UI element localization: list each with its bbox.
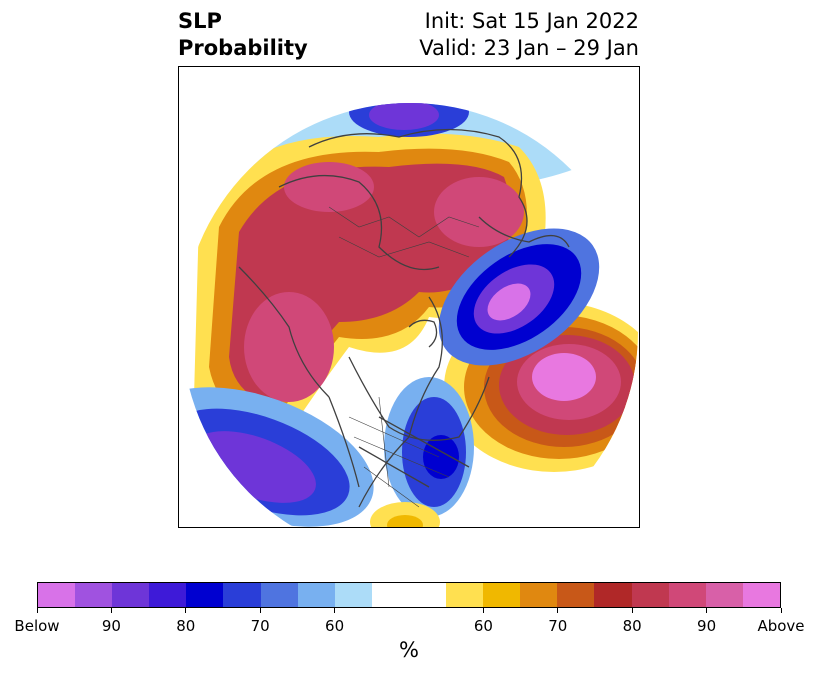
chart-title: SLP Probability bbox=[178, 8, 308, 62]
colorbar-segment bbox=[75, 583, 113, 607]
colorbar-tick-label: Above bbox=[757, 617, 805, 635]
probability-map bbox=[182, 103, 638, 527]
colorbar-tick-label: 70 bbox=[548, 617, 568, 635]
init-date: Init: Sat 15 Jan 2022 bbox=[424, 9, 639, 33]
valid-range: Valid: 23 Jan – 29 Jan bbox=[419, 36, 639, 60]
date-info: Init: Sat 15 Jan 2022 Valid: 23 Jan – 29… bbox=[419, 8, 639, 62]
colorbar bbox=[37, 582, 781, 608]
colorbar-segment bbox=[112, 583, 150, 607]
colorbar-tick bbox=[557, 608, 559, 613]
borders bbox=[328, 206, 480, 508]
colorbar-tick bbox=[110, 608, 112, 613]
colorbar-tick-label: 80 bbox=[622, 617, 642, 635]
colorbar-unit: % bbox=[399, 638, 419, 662]
colorbar-tick bbox=[259, 608, 261, 613]
variable-label: SLP bbox=[178, 9, 222, 33]
colorbar-tick-label: 90 bbox=[697, 617, 717, 635]
colorbar-segment bbox=[149, 583, 187, 607]
colorbar-segment bbox=[38, 583, 76, 607]
colorbar-segment bbox=[705, 583, 743, 607]
colorbar-tick bbox=[185, 608, 187, 613]
polar-map bbox=[178, 66, 640, 528]
colorbar-tick bbox=[706, 608, 708, 613]
colorbar-segment bbox=[260, 583, 298, 607]
colorbar-segment bbox=[631, 583, 669, 607]
colorbar-tick-label: 60 bbox=[473, 617, 493, 635]
colorbar-segment bbox=[742, 583, 780, 607]
colorbar-segment bbox=[594, 583, 632, 607]
probability-fill bbox=[182, 103, 638, 527]
measure-label: Probability bbox=[178, 36, 308, 60]
colorbar-segment bbox=[297, 583, 335, 607]
coastlines bbox=[238, 128, 570, 508]
colorbar-tick bbox=[334, 608, 336, 613]
colorbar-tick-label: 60 bbox=[325, 617, 345, 635]
colorbar-tick bbox=[631, 608, 633, 613]
colorbar-segment bbox=[446, 583, 484, 607]
colorbar-segment bbox=[223, 583, 261, 607]
colorbar-segment bbox=[557, 583, 595, 607]
colorbar-tick-label: 90 bbox=[101, 617, 121, 635]
colorbar-segment bbox=[371, 583, 409, 607]
colorbar-tick-label: 70 bbox=[250, 617, 270, 635]
colorbar-tick bbox=[36, 608, 38, 613]
colorbar-tick-label: 80 bbox=[176, 617, 196, 635]
colorbar-tick bbox=[780, 608, 782, 613]
colorbar-tick bbox=[482, 608, 484, 613]
colorbar-segment bbox=[334, 583, 372, 607]
colorbar-segment bbox=[408, 583, 447, 607]
colorbar-segment bbox=[520, 583, 558, 607]
colorbar-tick-label: Below bbox=[14, 617, 60, 635]
colorbar-segment bbox=[668, 583, 706, 607]
colorbar-segment bbox=[483, 583, 521, 607]
colorbar-segment bbox=[186, 583, 224, 607]
